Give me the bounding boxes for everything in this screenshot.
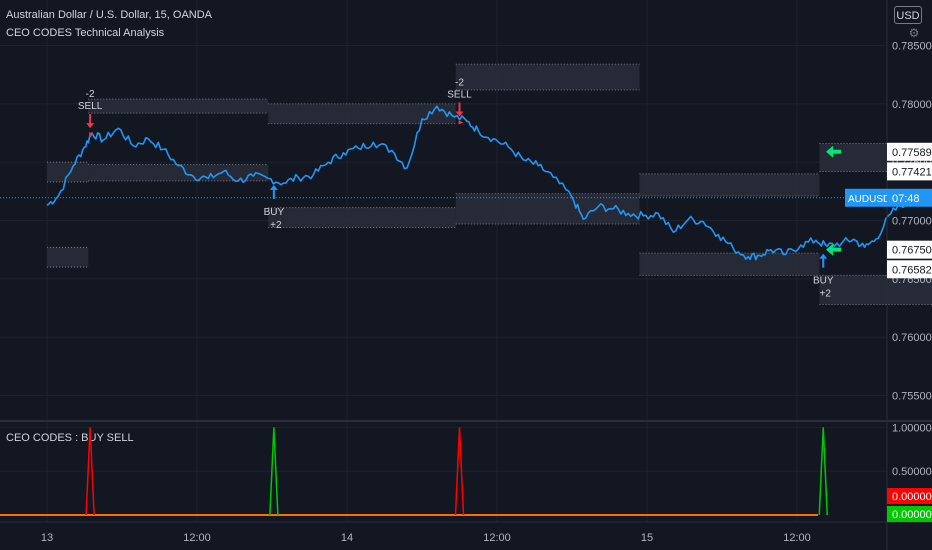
sell-spike	[454, 427, 465, 516]
buy-spike	[818, 427, 828, 516]
symbol-tag: AUDUSD	[848, 194, 890, 205]
green-arrow-icon	[826, 243, 841, 256]
buy-arrow-icon	[269, 184, 278, 199]
oscillator-title: CEO CODES : BUY SELL	[6, 432, 134, 444]
buy-signal-label: BUY	[813, 276, 834, 287]
sell-signal-value: -2	[86, 89, 95, 100]
oscillator-pane: CEO CODES : BUY SELL	[0, 427, 828, 516]
y-tick-label: 0.77000	[892, 216, 932, 228]
sell-arrow-icon	[86, 114, 95, 129]
level-tag-bg	[887, 142, 932, 161]
buy-signal-label: BUY	[264, 207, 285, 218]
indicator-title: CEO CODES Technical Analysis	[6, 27, 165, 39]
level-tag: 0.76750	[892, 245, 932, 257]
sell-marker-icon	[89, 132, 95, 137]
osc-value-tag: 0.00000	[892, 491, 932, 503]
sell-signal-label: SELL	[78, 101, 103, 112]
y-tick-label: 0.78500	[892, 41, 932, 53]
x-tick-label: 14	[341, 532, 353, 544]
zone-box	[47, 247, 89, 268]
y-tick-label: 0.78000	[892, 99, 932, 111]
sell-arrow-icon	[455, 102, 464, 117]
level-tag-bg	[887, 260, 932, 279]
price-line	[46, 105, 932, 261]
zone-box	[268, 207, 456, 228]
buy-signal-value: +2	[270, 220, 282, 231]
buy-arrow-icon	[819, 253, 828, 268]
x-tick-label: 12:00	[783, 532, 811, 544]
osc-value-tag: 0.00000	[892, 509, 932, 521]
x-tick-label: 12:00	[483, 532, 511, 544]
level-tag: 0.77421	[892, 166, 932, 178]
osc-y-tick-label: 0.50000	[892, 466, 932, 478]
symbol-title: Australian Dollar / U.S. Dollar, 15, OAN…	[6, 9, 213, 21]
last-price-tag: 07:48	[892, 193, 920, 205]
symbol-tag-bg	[845, 188, 887, 207]
y-tick-label: 0.75500	[892, 391, 932, 403]
zone-box	[639, 173, 820, 196]
zone-box	[819, 275, 932, 305]
zone-box	[47, 162, 89, 182]
sell-signal-value: -2	[455, 78, 464, 89]
x-tick-label: 12:00	[183, 532, 211, 544]
level-tag-bg	[887, 162, 932, 181]
settings-gear-icon[interactable]: ⚙	[908, 26, 920, 40]
y-tick-label: 0.76000	[892, 332, 932, 344]
buy-signal-value: +2	[820, 289, 832, 300]
sell-marker-icon	[458, 120, 464, 125]
level-tag-bg	[887, 240, 932, 259]
zone-box	[639, 253, 820, 276]
level-tag: 0.77589	[892, 147, 932, 159]
zone-box	[88, 164, 269, 181]
zone-box	[268, 103, 456, 124]
x-tick-label: 13	[41, 532, 53, 544]
zone-box	[455, 64, 640, 90]
x-tick-label: 15	[641, 532, 653, 544]
price-series	[0, 105, 932, 261]
sell-signal-label: SELL	[447, 90, 472, 101]
last-price-tag-bg	[887, 188, 932, 207]
osc-value-tag-bg	[887, 505, 932, 522]
osc-y-tick-label: 1.00000	[892, 422, 932, 434]
level-tag: 0.76582	[892, 264, 932, 276]
currency-button[interactable]: USD	[894, 6, 922, 24]
zone-box	[88, 99, 269, 114]
sell-spike	[85, 427, 95, 516]
buy-spike	[269, 427, 279, 516]
green-arrow-icon	[826, 145, 841, 158]
osc-value-tag-bg	[887, 487, 932, 504]
indicator-zones	[47, 63, 932, 305]
